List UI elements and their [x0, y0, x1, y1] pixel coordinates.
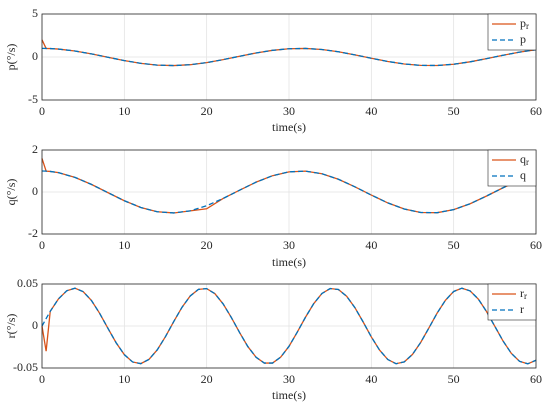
- legend-label: r: [520, 302, 524, 316]
- x-tick-label: 60: [530, 372, 542, 386]
- legend-box: [487, 149, 537, 187]
- x-tick-label: 50: [448, 238, 460, 252]
- x-tick-label: 40: [365, 104, 377, 118]
- x-tick-label: 0: [39, 372, 45, 386]
- x-tick-label: 20: [201, 104, 213, 118]
- y-axis-label: q(°/s): [4, 179, 18, 206]
- x-tick-label: 50: [448, 372, 460, 386]
- x-tick-label: 60: [530, 238, 542, 252]
- x-tick-label: 40: [365, 238, 377, 252]
- y-tick-label: -5: [28, 92, 38, 106]
- y-axis-label: p(°/s): [4, 44, 18, 71]
- x-axis-label: time(s): [272, 255, 306, 269]
- series-line: [41, 287, 537, 365]
- x-tick-label: 20: [201, 238, 213, 252]
- legend-label: p: [520, 32, 526, 46]
- series-line: [41, 170, 537, 214]
- x-tick-label: 60: [530, 104, 542, 118]
- x-axis-label: time(s): [272, 388, 306, 402]
- x-tick-label: 30: [283, 104, 295, 118]
- y-tick-label: 0.05: [17, 276, 38, 290]
- x-tick-label: 30: [283, 238, 295, 252]
- x-tick-label: 30: [283, 372, 295, 386]
- y-tick-label: -0.05: [13, 360, 38, 374]
- y-axis-label: r(°/s): [4, 314, 18, 339]
- legend-box: [487, 283, 537, 321]
- y-tick-label: -2: [28, 226, 38, 240]
- legend-label: q: [520, 168, 526, 182]
- y-tick-label: 2: [32, 142, 38, 156]
- x-tick-label: 20: [201, 372, 213, 386]
- axes-box: [41, 283, 537, 369]
- x-tick-label: 0: [39, 238, 45, 252]
- y-tick-label: 0: [32, 184, 38, 198]
- x-tick-label: 50: [448, 104, 460, 118]
- legend-label: rr: [520, 286, 527, 301]
- axes-box: [41, 13, 537, 101]
- axes-box: [41, 149, 537, 235]
- legend-label: qr: [520, 152, 529, 167]
- x-tick-label: 40: [365, 372, 377, 386]
- x-axis-label: time(s): [272, 120, 306, 134]
- legend-box: [487, 13, 537, 51]
- x-tick-label: 10: [118, 372, 130, 386]
- x-tick-label: 10: [118, 104, 130, 118]
- series-line: [41, 47, 537, 67]
- x-tick-label: 10: [118, 238, 130, 252]
- x-tick-label: 0: [39, 104, 45, 118]
- y-tick-label: 0: [32, 318, 38, 332]
- legend-label: pr: [520, 16, 529, 31]
- y-tick-label: 5: [32, 6, 38, 20]
- y-tick-label: 0: [32, 49, 38, 63]
